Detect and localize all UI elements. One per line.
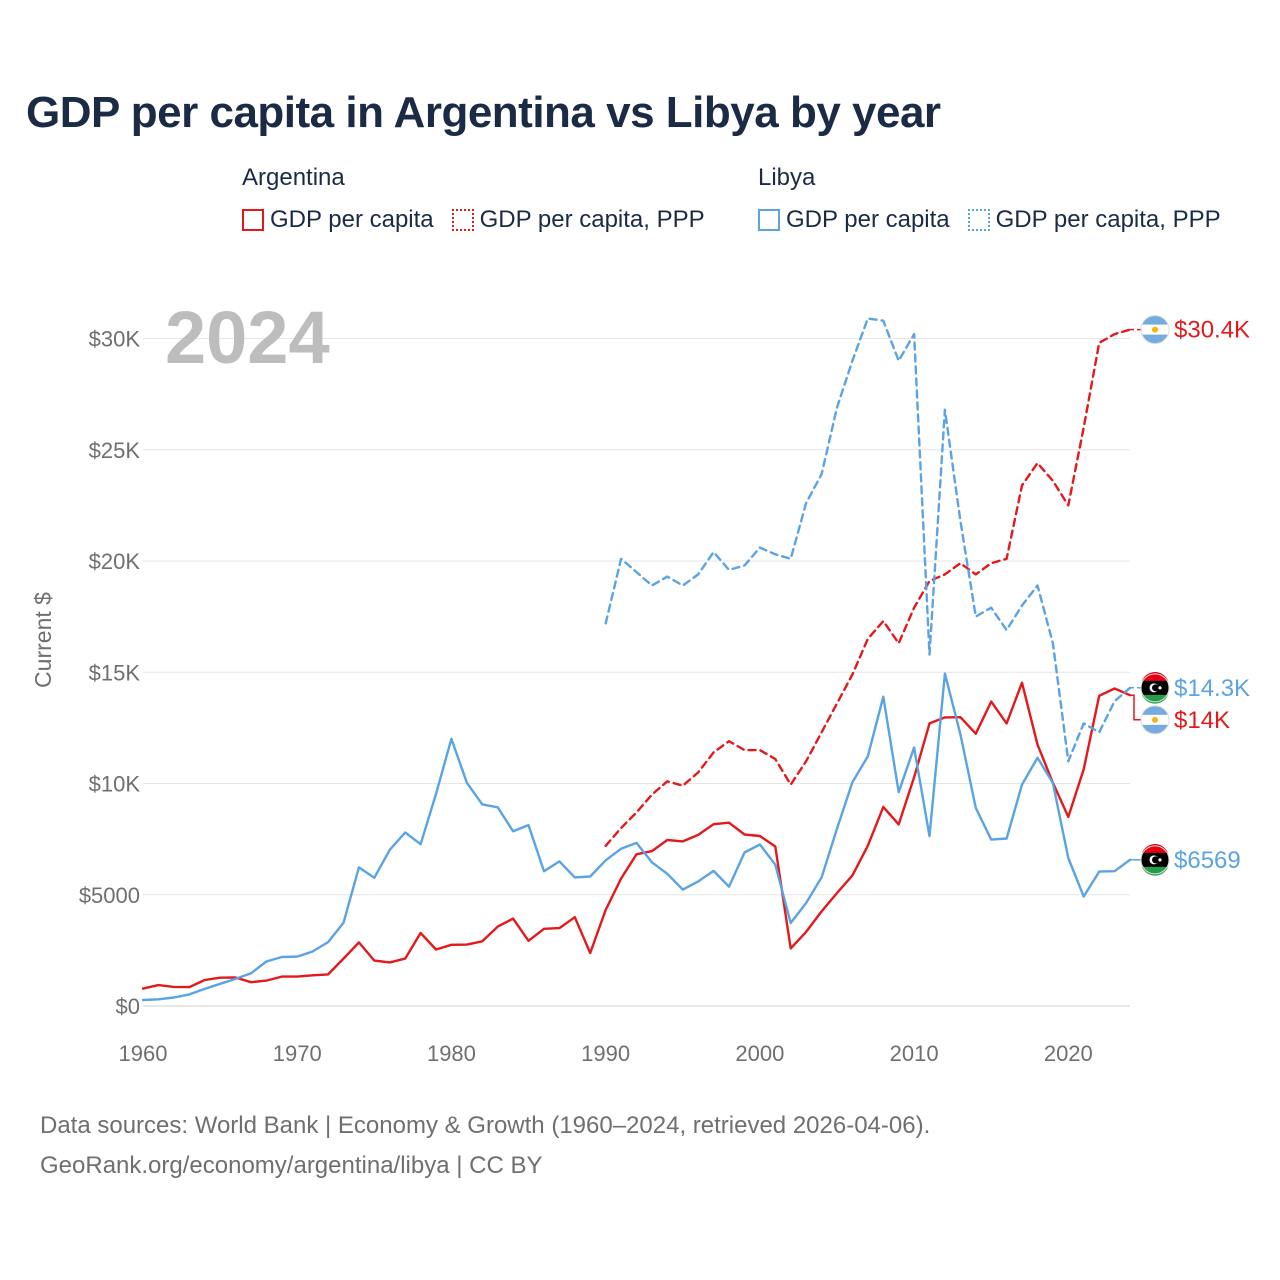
y-tick-label: $15K: [89, 660, 141, 685]
x-tick-label: 2000: [735, 1041, 784, 1066]
legend-country-argentina: Argentina: [242, 164, 345, 191]
legend-label-libya-gdp-ppp: GDP per capita, PPP: [995, 206, 1221, 233]
x-tick-label: 2020: [1044, 1041, 1093, 1066]
x-tick-label: 2010: [890, 1041, 939, 1066]
y-tick-label: $5000: [79, 883, 140, 908]
end-value-label: $30.4K: [1174, 317, 1250, 344]
y-axis-label: Current $: [30, 592, 56, 688]
legend-swatch-libya-gdp: [758, 209, 780, 231]
chart-title: GDP per capita in Argentina vs Libya by …: [26, 88, 941, 137]
flag-ring: [1140, 673, 1170, 703]
y-tick-label: $30K: [89, 327, 141, 352]
legend-item-argentina-gdp-ppp[interactable]: GDP per capita, PPP: [451, 206, 705, 234]
x-tick-label: 1960: [119, 1041, 168, 1066]
flag-crescent-cut: [1152, 684, 1159, 692]
series-line-1: [604, 328, 1132, 847]
series-line-0: [141, 681, 1132, 990]
series-line-2: [141, 672, 1132, 1002]
data-source-note: Data sources: World Bank | Economy & Gro…: [40, 1106, 930, 1186]
argentina-flag-icon: [1140, 705, 1170, 735]
legend-group-libya: Libya GDP per capita GDP per capita, PPP: [758, 164, 1239, 234]
y-tick-label: $10K: [89, 772, 141, 797]
flag-crescent-cut: [1152, 856, 1159, 864]
flag-ring: [1140, 705, 1170, 735]
legend-group-argentina: Argentina GDP per capita GDP per capita,…: [242, 164, 723, 234]
x-tick-label: 1980: [427, 1041, 476, 1066]
legend-swatch-libya-gdp-ppp: [967, 209, 990, 231]
legend-label-argentina-gdp-ppp: GDP per capita, PPP: [479, 206, 705, 233]
source-line-2[interactable]: GeoRank.org/economy/argentina/libya | CC…: [40, 1152, 543, 1179]
flag-band-green: [1142, 694, 1168, 704]
flag-band-red: [1142, 844, 1168, 853]
flag-ring: [1140, 315, 1170, 345]
legend-item-argentina-gdp[interactable]: GDP per capita: [242, 206, 434, 234]
legend-swatch-argentina-gdp-ppp: [451, 209, 474, 231]
libya-flag-icon: [1140, 844, 1170, 876]
source-line-1: Data sources: World Bank | Economy & Gro…: [40, 1112, 931, 1139]
legend-swatch-argentina-gdp: [242, 209, 264, 231]
y-tick-label: $0: [116, 994, 140, 1019]
flag-band-red: [1142, 672, 1168, 681]
year-stamp: 2024: [165, 296, 330, 379]
flag-band-green: [1142, 866, 1168, 876]
end-value-label: $14.3K: [1174, 675, 1250, 702]
flag-sun: [1152, 326, 1158, 333]
end-value-label: $6569: [1174, 847, 1241, 874]
y-tick-label: $20K: [89, 549, 141, 574]
x-tick-label: 1970: [273, 1041, 322, 1066]
legend-label-argentina-gdp: GDP per capita: [270, 206, 434, 233]
end-label-connector: [1130, 694, 1141, 721]
flag-sun: [1152, 716, 1158, 723]
series-line-3: [604, 317, 1132, 763]
y-tick-label: $25K: [89, 438, 141, 463]
argentina-flag-icon: [1140, 315, 1170, 345]
end-value-label: $14K: [1174, 707, 1230, 734]
flag-ring: [1140, 845, 1170, 875]
libya-flag-icon: [1140, 672, 1170, 704]
flag-star: [1158, 686, 1162, 690]
legend-country-libya: Libya: [758, 164, 816, 191]
legend-label-libya-gdp: GDP per capita: [786, 206, 950, 233]
legend-item-libya-gdp[interactable]: GDP per capita: [758, 206, 950, 234]
legend-item-libya-gdp-ppp[interactable]: GDP per capita, PPP: [967, 206, 1221, 234]
flag-star: [1158, 858, 1162, 862]
x-tick-label: 1990: [581, 1041, 630, 1066]
